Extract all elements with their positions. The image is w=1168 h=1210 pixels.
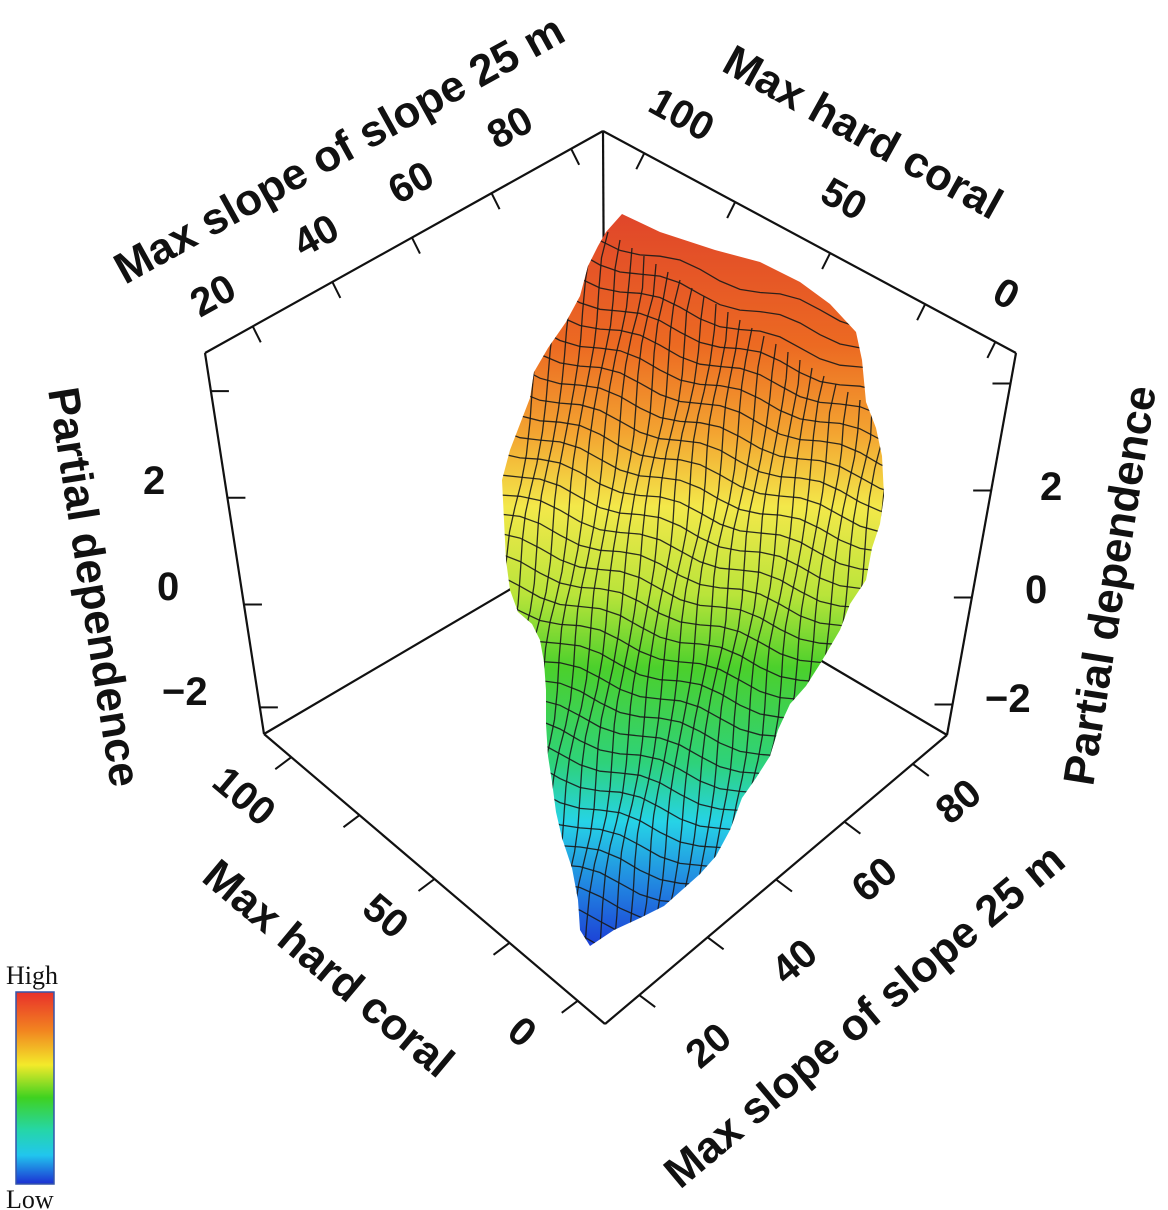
tick-mark-top-right-3: [916, 303, 927, 321]
axis-right: Partial dependence 2 0 −2: [985, 382, 1166, 788]
mesh-line-a-9: [565, 271, 669, 946]
axis-label-right: Partial dependence: [1054, 382, 1166, 788]
tick-top-left-60: 60: [381, 153, 441, 213]
legend-high-label: High: [6, 961, 58, 990]
axis-left: Partial dependence 2 0 −2: [38, 384, 207, 790]
tick-mark-top-left-1: [331, 281, 342, 299]
mesh-line-a-22: [721, 375, 825, 946]
tick-bottom-left-50: 50: [354, 885, 416, 947]
tick-bottom-right-20: 20: [678, 1015, 740, 1077]
tick-top-right-50: 50: [814, 169, 874, 229]
legend-low-label: Low: [6, 1185, 54, 1210]
tick-right-neg2: −2: [985, 677, 1031, 721]
tick-bottom-right-60: 60: [844, 849, 906, 911]
mesh-line-b-11: [502, 441, 884, 583]
mesh-line-b-12: [502, 463, 884, 608]
tick-bottom-right-80: 80: [928, 771, 990, 833]
tick-mark-bottom-left-4: [561, 999, 579, 1014]
axis-label-left: Partial dependence: [38, 384, 150, 790]
tick-bottom-right-40: 40: [764, 931, 826, 993]
mesh-line-a-2: [502, 215, 585, 941]
tick-right-2: 2: [1040, 465, 1062, 509]
tick-mark-bottom-right-0: [638, 994, 656, 1008]
mesh-line-b-9: [502, 397, 884, 537]
mesh-line-a-11: [587, 287, 693, 946]
tick-mark-top-left-3: [490, 192, 501, 210]
tick-mark-top-left-4: [570, 148, 581, 166]
mesh-line-b-10: [502, 419, 884, 559]
axis-label-bottom-left: Max hard coral: [194, 850, 463, 1087]
tick-top-right-0: 0: [986, 269, 1027, 318]
tick-left-neg2: −2: [162, 670, 208, 714]
tick-mark-bottom-left-3: [492, 941, 511, 956]
tick-mark-top-right-4: [986, 341, 997, 359]
tick-right-0: 0: [1025, 568, 1047, 612]
tick-mark-top-right-2: [821, 252, 832, 270]
axis-bottom-left: Max hard coral 100 50 0: [194, 758, 545, 1087]
mesh-line-b-7: [502, 353, 884, 498]
tick-mark-bottom-right-3: [843, 820, 862, 835]
tick-top-left-80: 80: [480, 98, 540, 158]
mesh-line-b-8: [502, 375, 884, 517]
tick-mark-bottom-right-2: [775, 878, 793, 893]
tick-bottom-left-0: 0: [499, 1008, 544, 1056]
tick-mark-bottom-left-2: [417, 878, 436, 892]
tick-mark-bottom-right-1: [706, 936, 725, 951]
tick-top-left-40: 40: [286, 206, 346, 266]
tick-top-right-100: 100: [642, 79, 722, 150]
tick-mark-top-left-2: [411, 237, 421, 255]
tick-left-0: 0: [157, 565, 179, 609]
tick-top-left-20: 20: [183, 266, 243, 326]
color-legend: High Low: [6, 961, 58, 1210]
mesh-line-a-12: [597, 295, 705, 946]
tick-mark-top-right-1: [726, 201, 737, 219]
mesh-line-a-20: [693, 359, 801, 946]
mesh-line-b-13: [502, 485, 884, 633]
tick-mark-bottom-left-1: [342, 814, 361, 829]
tick-marks: [210, 148, 1011, 1014]
mesh-line-a-18: [670, 343, 777, 946]
legend-color-bar: [15, 991, 55, 1185]
mesh-line-a-19: [680, 351, 789, 946]
tick-mark-top-right-0: [635, 152, 646, 170]
tick-mark-bottom-right-4: [912, 763, 930, 777]
tick-mark-bottom-left-0: [274, 756, 292, 771]
tick-mark-top-left-0: [251, 325, 262, 343]
tick-bottom-left-100: 100: [204, 758, 283, 835]
mesh-line-a-21: [708, 367, 813, 946]
mesh-line-b-6: [502, 331, 884, 478]
tick-left-2: 2: [143, 459, 165, 503]
